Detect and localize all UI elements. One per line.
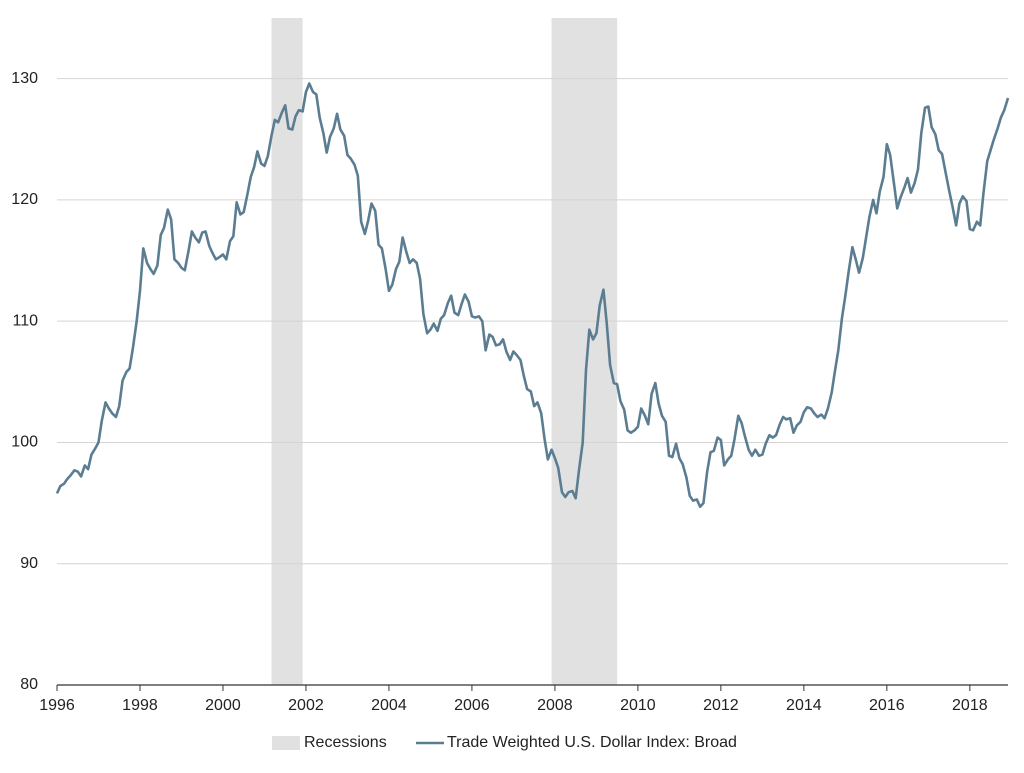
y-tick-label: 80 bbox=[20, 676, 38, 693]
x-tick-label: 2018 bbox=[952, 697, 988, 714]
x-tick-label: 1998 bbox=[122, 697, 158, 714]
x-tick-label: 2004 bbox=[371, 697, 407, 714]
x-tick-label: 2014 bbox=[786, 697, 822, 714]
x-tick-label: 2010 bbox=[620, 697, 656, 714]
legend-label: Trade Weighted U.S. Dollar Index: Broad bbox=[447, 734, 737, 751]
x-tick-label: 2016 bbox=[869, 697, 905, 714]
series-line bbox=[55, 82, 1010, 509]
x-tick-label: 2012 bbox=[703, 697, 739, 714]
x-tick-label: 2008 bbox=[537, 697, 573, 714]
legend-label: Recessions bbox=[304, 734, 387, 751]
legend-swatch bbox=[272, 736, 300, 750]
y-tick-label: 120 bbox=[11, 191, 38, 208]
y-tick-label: 90 bbox=[20, 555, 38, 572]
x-tick-label: 2002 bbox=[288, 697, 324, 714]
y-tick-label: 130 bbox=[11, 70, 38, 87]
recession-band bbox=[271, 18, 303, 685]
y-tick-label: 100 bbox=[11, 434, 38, 451]
x-tick-label: 2000 bbox=[205, 697, 241, 714]
y-tick-label: 110 bbox=[12, 312, 38, 329]
x-tick-label: 2006 bbox=[454, 697, 490, 714]
x-tick-label: 1996 bbox=[39, 697, 75, 714]
recession-band bbox=[551, 18, 618, 685]
